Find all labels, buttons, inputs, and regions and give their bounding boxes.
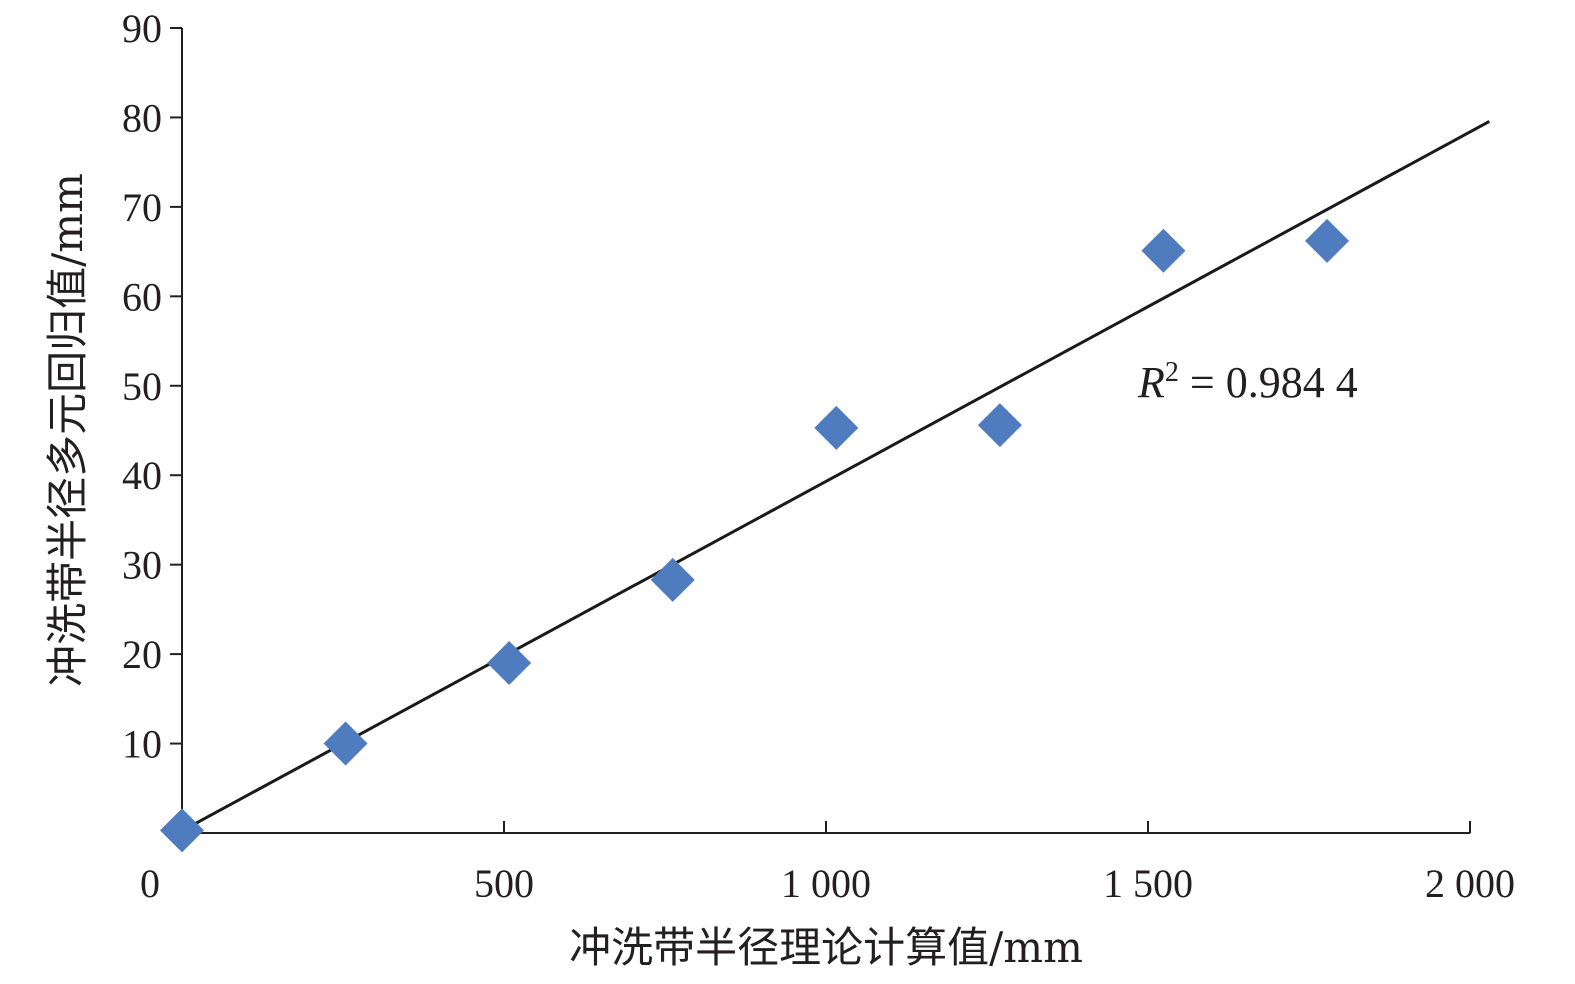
x-tick-label: 1 500 [1103,861,1193,906]
r-value: = 0.984 4 [1179,358,1358,407]
data-point [814,405,859,450]
trendline [181,120,1491,833]
x-axis-label: 冲洗带半径理论计算值/mm [569,923,1083,972]
x-tick-label: 500 [474,861,534,906]
axes [170,27,1471,834]
y-tick-label: 40 [122,453,162,498]
y-tick-label: 20 [122,632,162,677]
data-point [160,808,204,853]
y-tick-label: 80 [122,95,162,140]
data-point [650,557,695,602]
data-point [977,403,1022,448]
data-point [1305,218,1350,263]
tick-labels: 10 20 30 40 50 60 70 80 90 0 500 1 000 1 500 2 000 [122,6,1515,906]
data-point [323,721,368,766]
x-tick-label: 0 [140,861,160,906]
y-axis-label: 冲洗带半径多元回归值/mm [43,173,92,687]
data-points [160,218,1350,853]
x-tick-label: 2 000 [1425,861,1515,906]
r-squared-label: R2 = 0.984 4 [1137,357,1358,407]
y-tick-label: 10 [122,722,162,767]
r-superscript: 2 [1165,357,1179,388]
x-tick-label: 1 000 [781,861,871,906]
data-point [487,641,532,686]
y-tick-label: 30 [122,543,162,588]
r-symbol: R [1137,358,1165,407]
y-tick-label: 70 [122,185,162,230]
y-tick-label: 50 [122,364,162,409]
y-tick-label: 60 [122,274,162,319]
data-point [1141,228,1186,273]
y-tick-label: 90 [122,6,162,51]
